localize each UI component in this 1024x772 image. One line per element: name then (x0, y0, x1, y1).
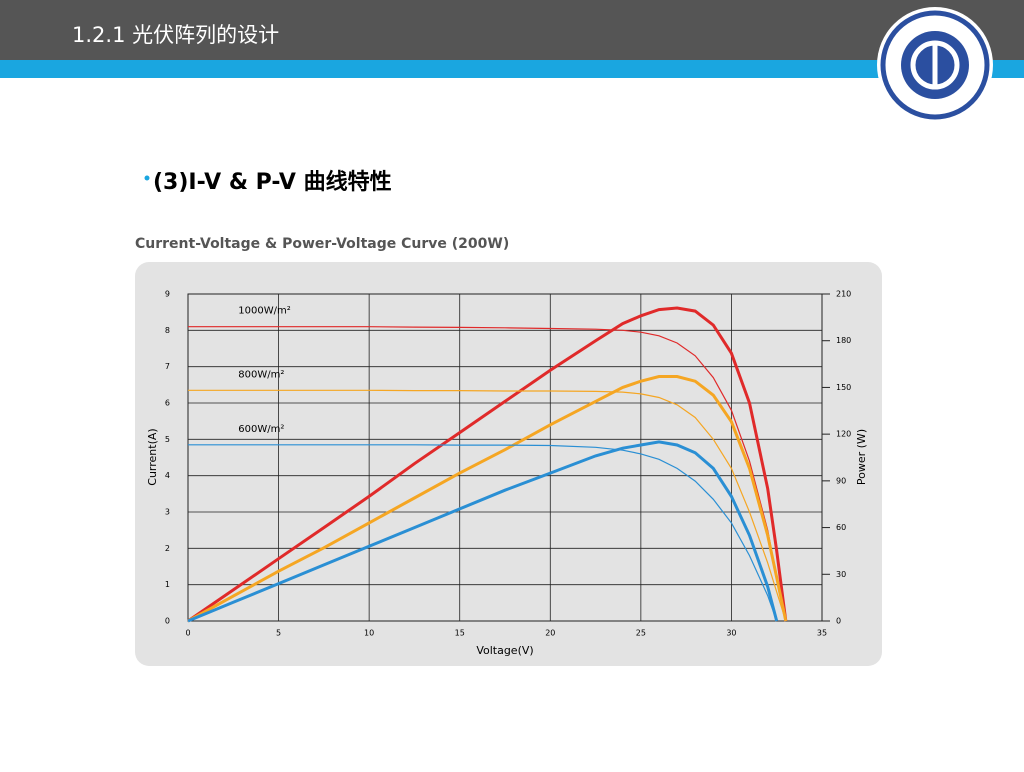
y-tick-label: 0 (165, 617, 170, 626)
current-line (188, 444, 778, 622)
series-label: 800W/m² (238, 369, 284, 380)
x-axis-title: Voltage(V) (476, 644, 533, 657)
y-tick-label: 4 (165, 471, 170, 480)
plot-area (187, 293, 823, 622)
bullet-dot (144, 175, 150, 181)
bullet-text: (3)I-V & P-V 曲线特性 (153, 169, 392, 195)
x-tick-label: 30 (726, 629, 736, 638)
y2-tick-label: 60 (836, 523, 846, 532)
y2-axis-title: Power (W) (855, 429, 868, 485)
x-tick-label: 20 (545, 629, 555, 638)
slide-title: 1.2.1 光伏阵列的设计 (72, 23, 279, 47)
y-tick-label: 3 (165, 508, 170, 517)
power-line (187, 375, 788, 623)
x-tick-label: 15 (455, 629, 465, 638)
logo-ring (880, 10, 990, 120)
chart-title: Current-Voltage & Power-Voltage Curve (2… (135, 236, 509, 252)
y-tick-label: 8 (165, 326, 170, 335)
y-tick-label: 2 (165, 544, 170, 553)
logo (877, 7, 993, 123)
y2-tick-label: 90 (836, 476, 846, 485)
y2-tick-label: 210 (836, 290, 851, 299)
x-tick-label: 35 (817, 629, 827, 638)
series-label: 1000W/m² (238, 306, 290, 317)
y2-tick-label: 120 (836, 430, 851, 439)
y2-tick-label: 180 (836, 336, 851, 345)
series-label: 600W/m² (238, 424, 284, 435)
x-tick-label: 25 (636, 629, 646, 638)
y-tick-label: 9 (165, 290, 170, 299)
y-tick-label: 1 (165, 580, 170, 589)
current-line (188, 389, 787, 622)
y2-tick-label: 150 (836, 383, 851, 392)
header-bar (0, 0, 1024, 60)
x-tick-label: 5 (276, 629, 281, 638)
header-stripe (0, 60, 1024, 78)
power-line (187, 440, 779, 623)
y-tick-label: 7 (165, 362, 170, 371)
y-tick-label: 5 (165, 435, 170, 444)
y2-tick-label: 0 (836, 617, 841, 626)
y2-tick-label: 30 (836, 570, 846, 579)
current-line (188, 326, 787, 622)
y-tick-label: 6 (165, 399, 170, 408)
y-axis-title: Current(A) (146, 428, 159, 485)
x-tick-label: 0 (185, 629, 190, 638)
power-line (187, 306, 788, 623)
x-tick-label: 10 (364, 629, 374, 638)
